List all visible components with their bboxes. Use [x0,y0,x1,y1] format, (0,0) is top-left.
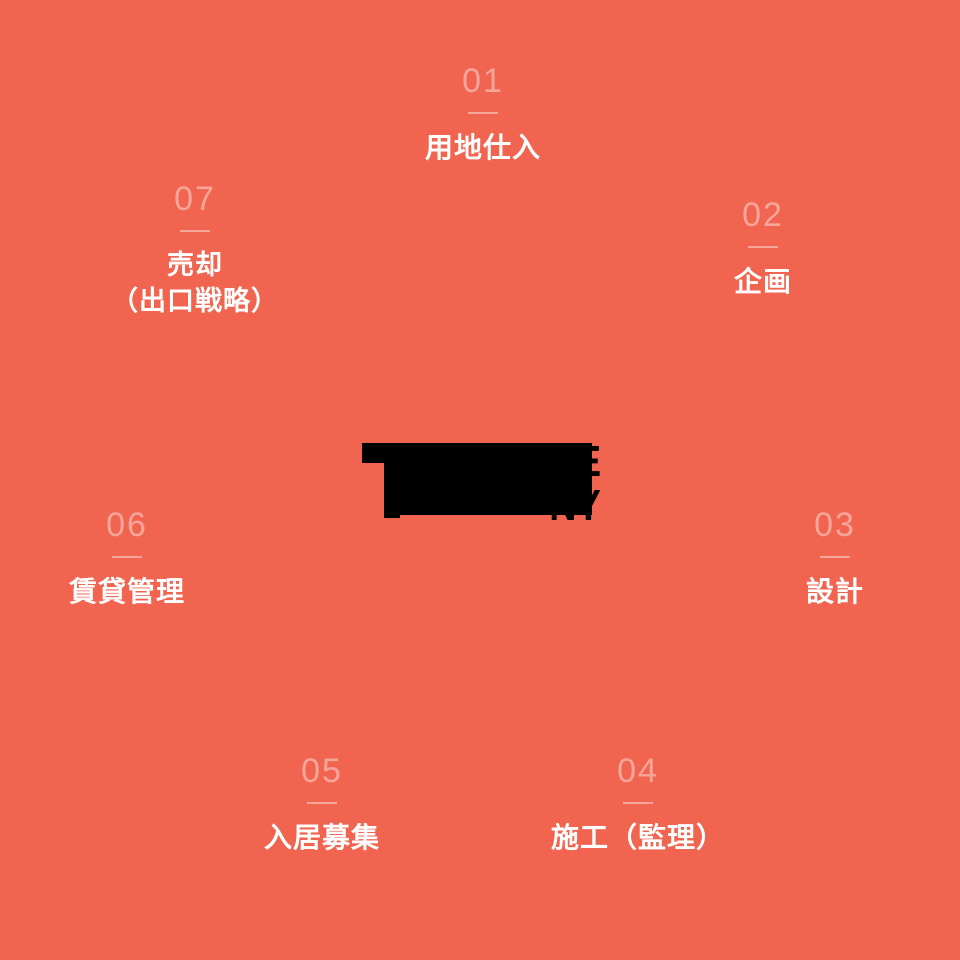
cycle-step-06[interactable]: 06 賃貸管理 [0,508,277,610]
step-label: 用地仕入 [424,132,541,163]
step-number: 06 [106,506,148,544]
step-label: 設計 [805,576,864,607]
redaction-bar-main [392,443,592,515]
cycle-step-04[interactable]: 04 施工（監理） [488,754,788,856]
step-number: 03 [814,506,856,544]
step-label: 施工（監理） [550,822,725,853]
step-divider [748,246,778,248]
step-number: 02 [742,196,784,234]
redaction-bar-edge [384,460,400,518]
step-label: 入居募集 [263,822,380,853]
step-divider [623,802,653,804]
step-label: 企画 [733,266,792,297]
step-number: 05 [301,752,343,790]
cycle-step-02[interactable]: 02 企画 [613,198,913,300]
cycle-step-05[interactable]: 05 入居募集 [172,754,472,856]
center-logo: FE NY [360,432,610,528]
step-number: 07 [174,180,216,218]
step-label: 賃貸管理 [68,576,185,607]
cycle-step-03[interactable]: 03 設計 [685,508,960,610]
step-divider [112,556,142,558]
step-divider [468,112,498,114]
step-label: 売却 （出口戦略） [111,250,279,316]
step-divider [820,556,850,558]
step-number: 01 [462,62,504,100]
step-number: 04 [617,752,659,790]
cycle-step-07[interactable]: 07 売却 （出口戦略） [45,182,345,319]
step-divider [180,230,210,232]
cycle-step-01[interactable]: 01 用地仕入 [333,64,633,166]
step-divider [307,802,337,804]
